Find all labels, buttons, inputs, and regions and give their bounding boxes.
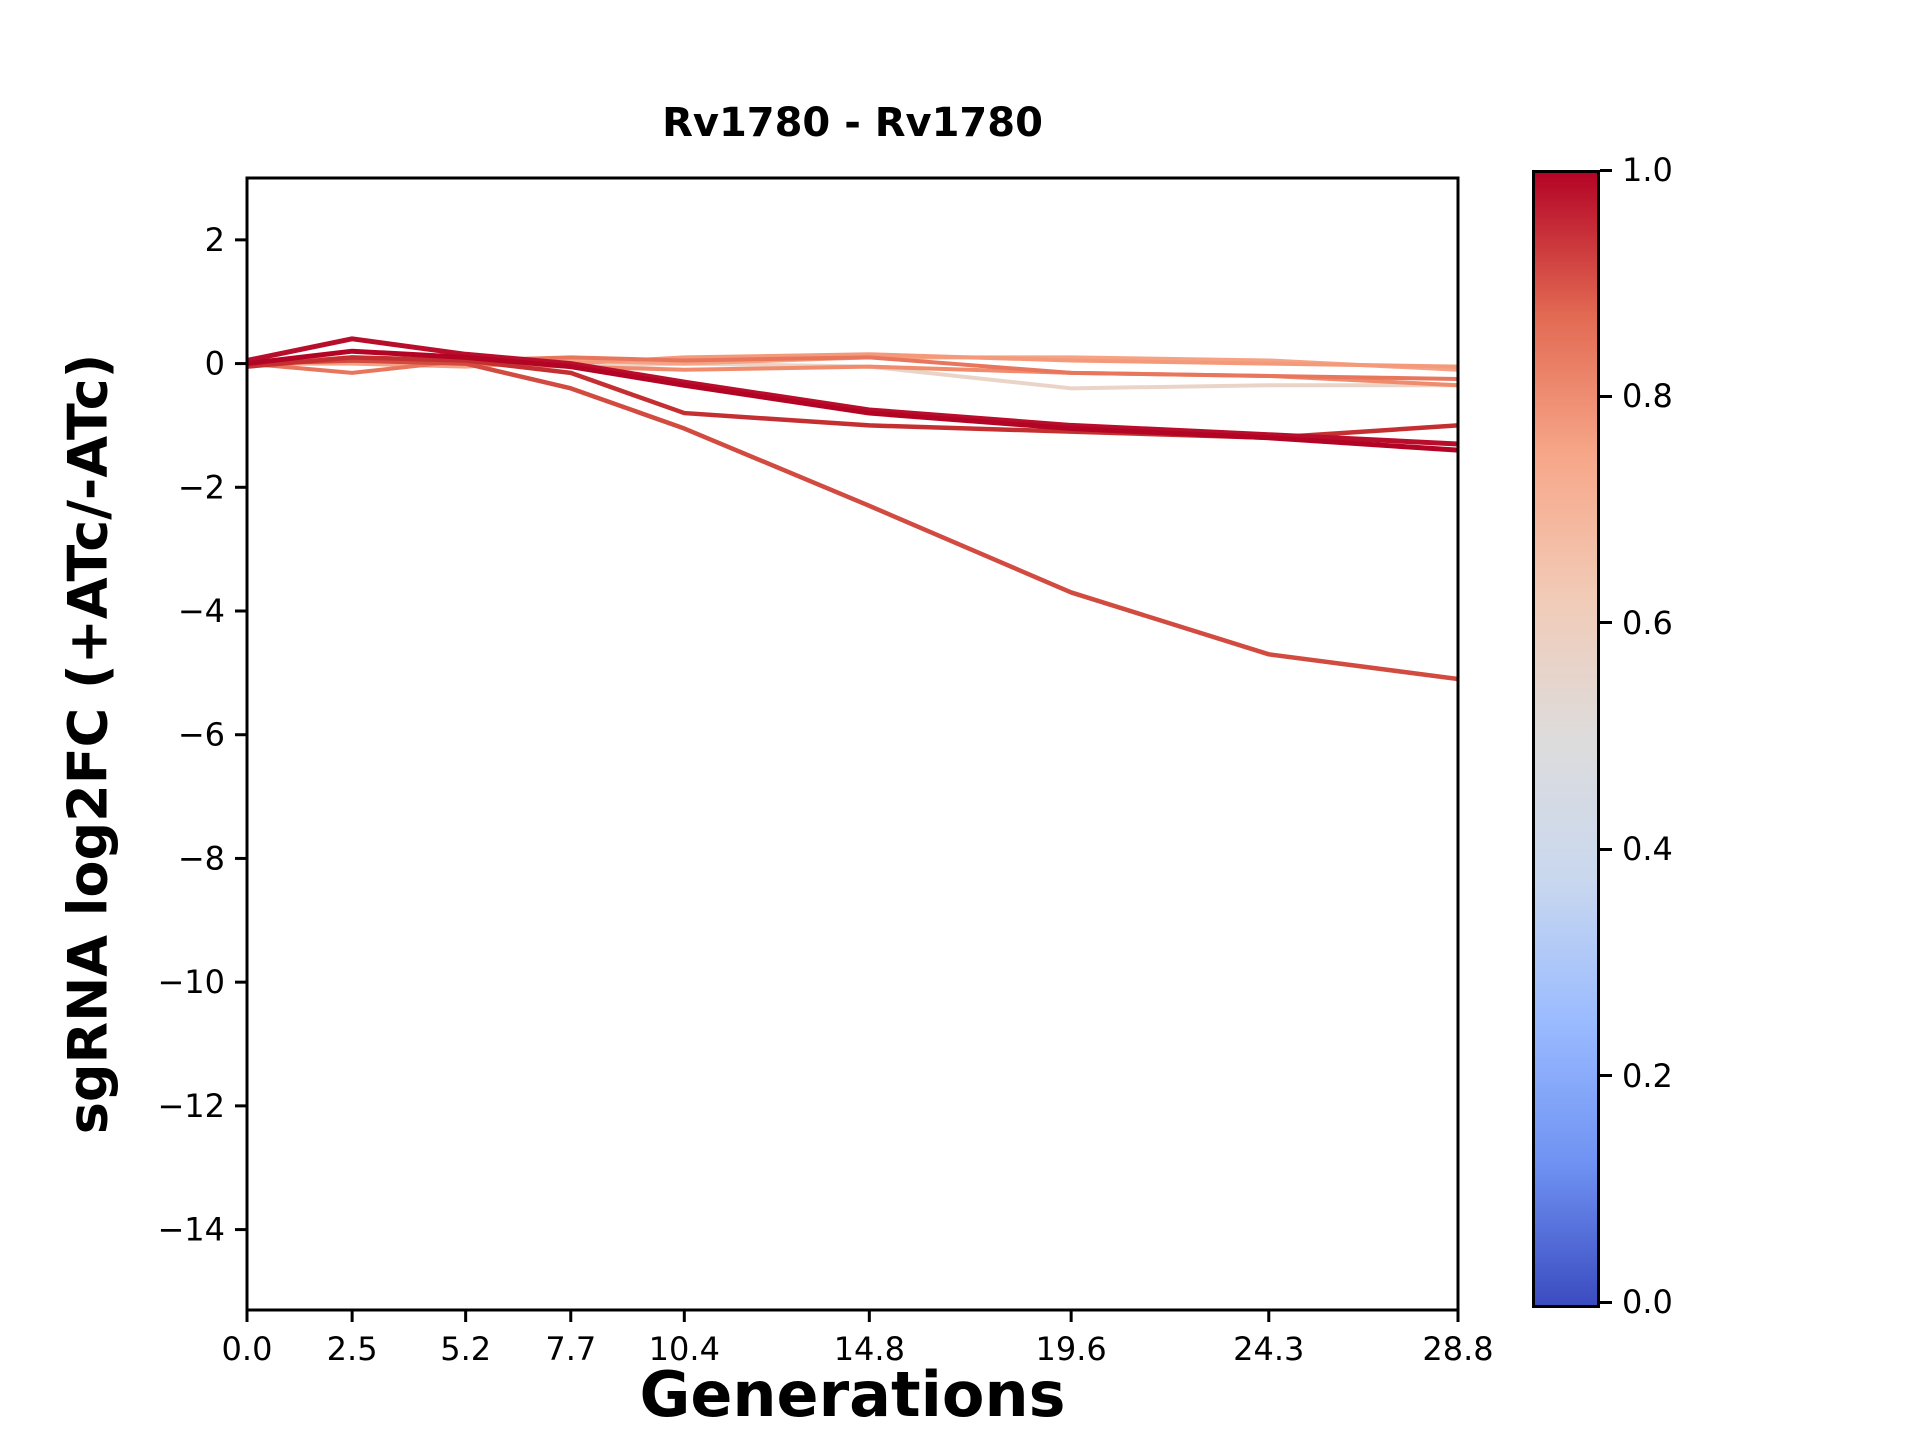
y-tick-label: 2 — [205, 221, 225, 259]
y-tick-label: −4 — [178, 592, 225, 630]
colorbar-gradient — [1532, 170, 1600, 1308]
series-line — [247, 355, 1458, 372]
colorbar-tick — [1600, 1300, 1612, 1304]
colorbar-tick — [1600, 1074, 1612, 1078]
axes-spines — [245, 176, 1460, 1312]
x-tick-label: 24.3 — [1233, 1330, 1304, 1368]
x-tick-label: 10.4 — [649, 1330, 720, 1368]
colorbar-tick-label: 0.6 — [1622, 603, 1673, 642]
x-tick-label: 28.8 — [1422, 1330, 1493, 1368]
series-line — [247, 336, 1458, 447]
y-tick-label: 0 — [205, 345, 225, 383]
x-tick-label: 2.5 — [327, 1330, 378, 1368]
colorbar-tick — [1600, 394, 1612, 398]
y-tick-label: −2 — [178, 468, 225, 506]
colorbar-tick-label: 0.4 — [1622, 830, 1673, 869]
colorbar-tick-label: 1.0 — [1622, 151, 1673, 189]
x-tick-label: 19.6 — [1036, 1330, 1107, 1368]
series-line — [247, 355, 1458, 441]
colorbar-tick-label: 0.8 — [1622, 377, 1673, 416]
colorbar-tick — [1600, 847, 1612, 851]
x-tick-label: 0.0 — [222, 1330, 273, 1368]
y-tick-label: −10 — [157, 963, 225, 1001]
colorbar-tick — [1600, 168, 1612, 172]
series-line — [247, 348, 1458, 453]
x-tick-label: 5.2 — [440, 1330, 491, 1368]
y-tick-label: −6 — [178, 716, 225, 754]
x-tick-label: 14.8 — [834, 1330, 905, 1368]
colorbar-tick — [1600, 621, 1612, 625]
series-line — [247, 358, 1458, 682]
series-line — [247, 355, 1458, 382]
y-tick-label: −8 — [178, 839, 225, 877]
y-tick-label: −12 — [157, 1087, 225, 1125]
colorbar-tick-label: 0.2 — [1622, 1056, 1673, 1095]
chart-title: Rv1780 - Rv1780 — [662, 100, 1043, 146]
x-axis-label: Generations — [639, 1358, 1066, 1431]
colorbar-tick-label: 0.0 — [1622, 1283, 1673, 1321]
x-tick-label: 7.7 — [545, 1330, 596, 1368]
y-tick-label: −14 — [157, 1211, 225, 1249]
